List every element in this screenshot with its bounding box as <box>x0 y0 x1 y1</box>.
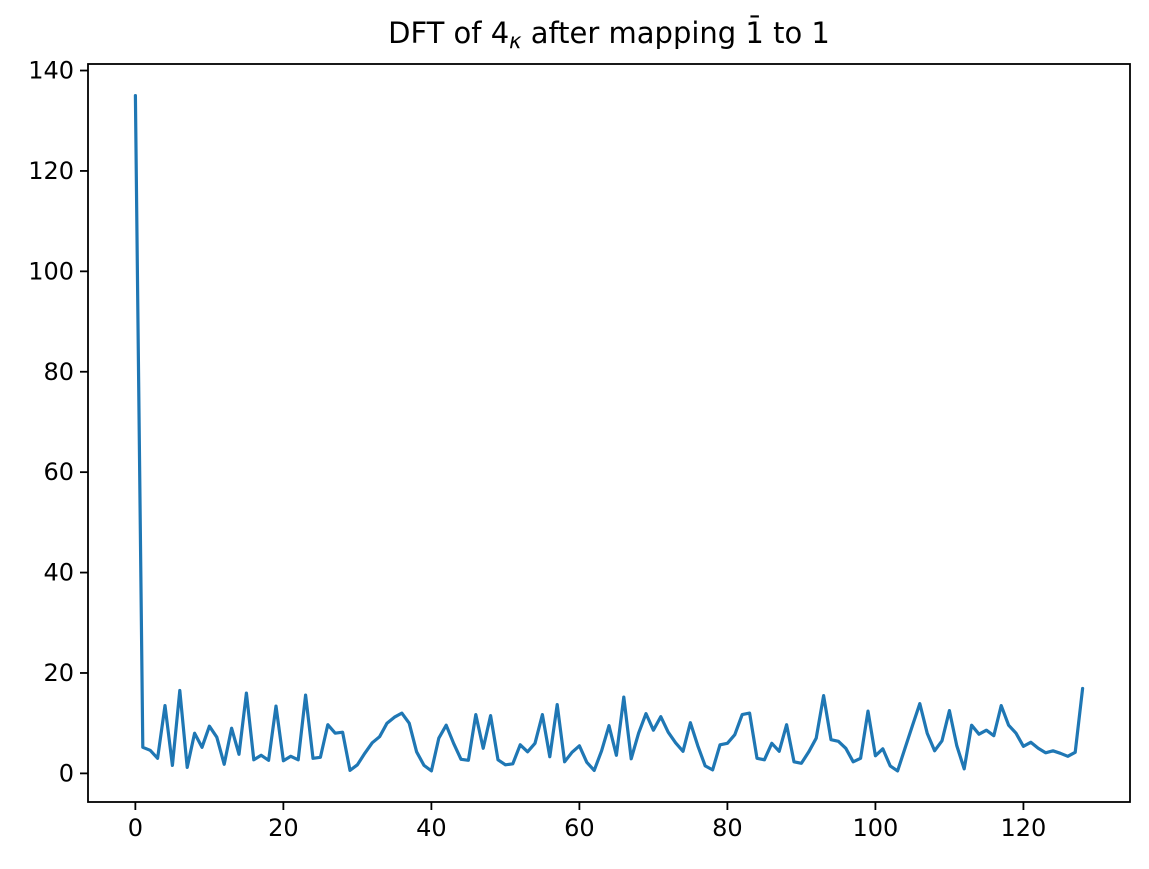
data-line <box>133 93 1085 773</box>
y-tick-label: 0 <box>59 759 74 787</box>
x-tick-label: 60 <box>564 814 595 842</box>
x-tick-label: 120 <box>1001 814 1047 842</box>
y-tick-label: 80 <box>43 358 74 386</box>
chart-title: DFT of 4κ after mapping 1̄ to 1 <box>88 16 1130 53</box>
x-tick-label: 80 <box>712 814 743 842</box>
axes-spines <box>87 63 1131 803</box>
data-series <box>133 93 1085 773</box>
title-prefix: DFT of 4 <box>388 16 510 50</box>
axes-frame <box>87 63 1131 803</box>
axis-ticks <box>80 69 1025 810</box>
y-tick-label: 40 <box>43 559 74 587</box>
y-tick-label: 140 <box>28 57 74 85</box>
x-tick-label: 40 <box>416 814 447 842</box>
x-tick-label: 20 <box>268 814 299 842</box>
y-tick-label: 100 <box>28 257 74 285</box>
y-tick-label: 60 <box>43 458 74 486</box>
x-tick-label: 100 <box>853 814 899 842</box>
title-suffix: after mapping 1̄ to 1 <box>521 16 830 50</box>
x-tick-label: 0 <box>128 814 143 842</box>
axis-tick-labels: 0 20 40 60 80 100 120 0 20 40 60 80 100 120 140 <box>28 57 1046 842</box>
title-subscript: κ <box>509 29 522 54</box>
y-tick-label: 20 <box>43 659 74 687</box>
y-tick-label: 120 <box>28 157 74 185</box>
